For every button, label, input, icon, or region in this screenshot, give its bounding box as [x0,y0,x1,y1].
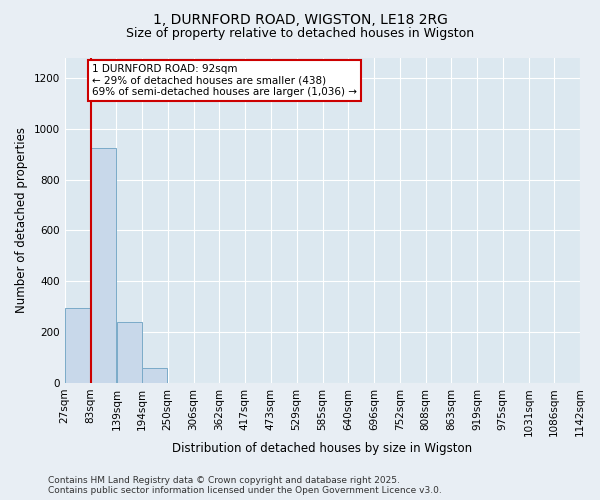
Text: Contains HM Land Registry data © Crown copyright and database right 2025.
Contai: Contains HM Land Registry data © Crown c… [48,476,442,495]
Bar [91,148,116,383]
X-axis label: Distribution of detached houses by size in Wigston: Distribution of detached houses by size … [172,442,472,455]
Bar [116,322,142,383]
Text: 1 DURNFORD ROAD: 92sqm
← 29% of detached houses are smaller (438)
69% of semi-de: 1 DURNFORD ROAD: 92sqm ← 29% of detached… [92,64,357,97]
Y-axis label: Number of detached properties: Number of detached properties [15,127,28,313]
Bar [65,308,90,383]
Bar [142,368,167,383]
Text: 1, DURNFORD ROAD, WIGSTON, LE18 2RG: 1, DURNFORD ROAD, WIGSTON, LE18 2RG [152,12,448,26]
Text: Size of property relative to detached houses in Wigston: Size of property relative to detached ho… [126,28,474,40]
